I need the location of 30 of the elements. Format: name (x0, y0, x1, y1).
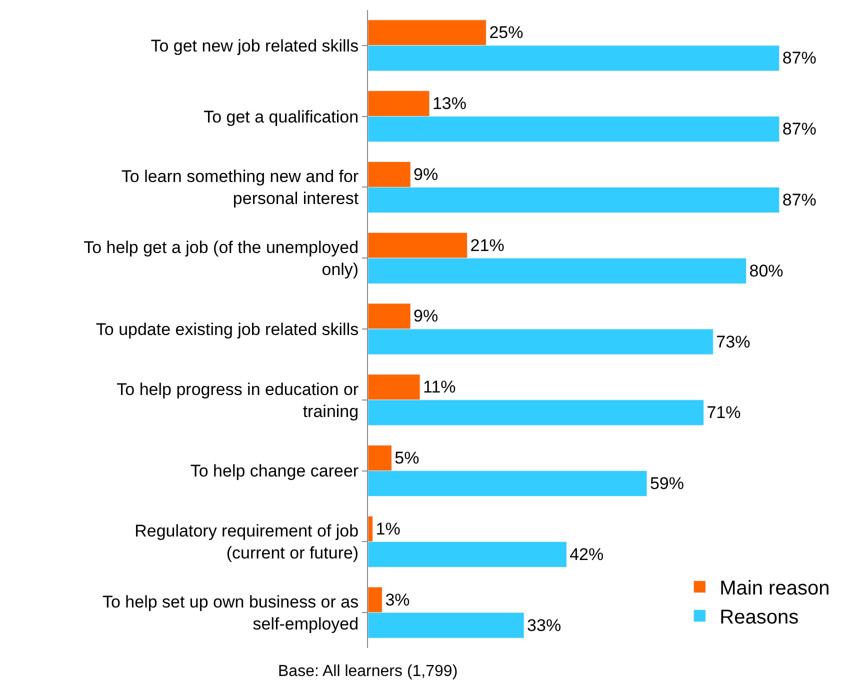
data-label: 3% (385, 590, 410, 610)
data-label: 21% (470, 236, 504, 255)
legend-label: Reasons (720, 606, 799, 629)
legend-label: Main reason (720, 578, 830, 600)
data-label: 87% (782, 48, 816, 68)
y-tick-label: To update existing job related skills (96, 320, 359, 339)
y-tick-label: To learn something new and for personal interest (121, 167, 359, 208)
data-label: 42% (570, 544, 604, 564)
text: Base: All learners (1,799) (278, 663, 458, 680)
data-label: 13% (432, 94, 466, 114)
y-tick-label: To help progress in education or training (116, 380, 359, 421)
y-tick-label: To get a qualification (204, 107, 359, 126)
y-tick-label: To help change career (190, 462, 359, 481)
data-label: 73% (716, 332, 750, 352)
data-label: 33% (527, 616, 562, 635)
data-label: 87% (782, 120, 816, 139)
y-tick-label: To get new job related skills (150, 36, 359, 56)
y-tick-label: To help set up own business or as self-employed (102, 592, 359, 634)
data-label: 80% (749, 261, 784, 280)
data-label: 9% (414, 164, 438, 184)
y-tick-label: Regulatory requirement of job (current or future) (134, 522, 359, 563)
data-label: 11% (423, 378, 456, 397)
data-label: 59% (650, 474, 684, 494)
data-label: 1% (376, 519, 400, 538)
data-label: 5% (394, 448, 420, 468)
data-label: 87% (782, 190, 816, 210)
data-label: 9% (414, 306, 438, 326)
y-tick-label: To help get a job (of the unemployed only) (84, 238, 359, 280)
data-label: 25% (489, 23, 524, 42)
data-label: 71% (706, 403, 741, 422)
